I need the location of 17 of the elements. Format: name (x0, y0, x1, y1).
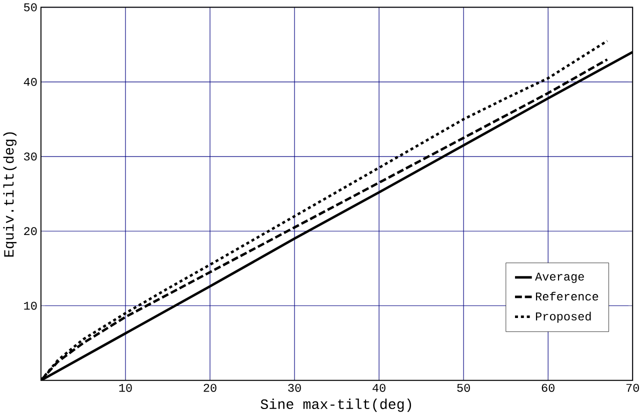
legend-label: Proposed (536, 312, 591, 323)
legend-label: Average (535, 272, 584, 283)
x-axis-title: Sine max-tilt(deg) (260, 398, 412, 412)
x-tick-label: 60 (542, 384, 554, 392)
y-tick-label: 20 (24, 227, 37, 236)
x-tick-label: 40 (372, 384, 386, 392)
x-tick-label: 50 (457, 384, 470, 392)
y-tick-label: 10 (24, 302, 37, 310)
x-tick-label: 30 (288, 384, 301, 392)
x-tick-label: 20 (204, 384, 216, 392)
y-tick-label: 40 (24, 78, 37, 86)
y-tick-label: 30 (24, 152, 37, 160)
y-axis-title: Equiv.tilt(deg) (3, 132, 17, 256)
x-tick-label: 70 (626, 384, 639, 392)
x-tick-label: 10 (119, 384, 132, 392)
legend-label: Reference (536, 292, 598, 300)
y-tick-label: 50 (24, 3, 37, 12)
